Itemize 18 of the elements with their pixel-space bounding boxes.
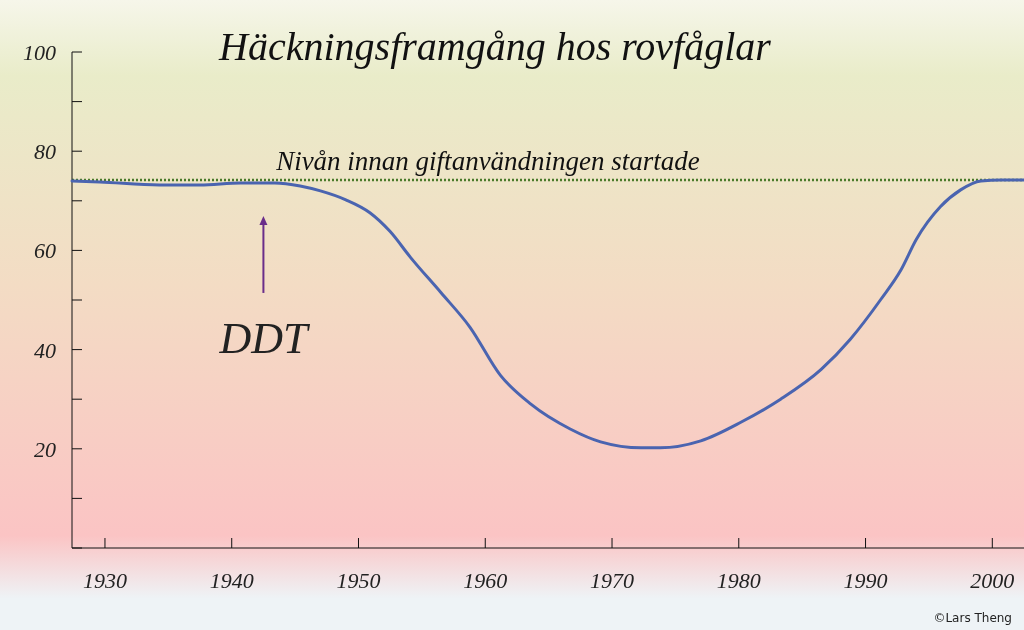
- x-tick-label: 1950: [336, 568, 381, 593]
- y-tick-label: 20: [34, 436, 56, 462]
- x-tick-label: 1990: [843, 568, 888, 593]
- x-tick-label: 1960: [463, 568, 508, 593]
- y-tick-label: 100: [23, 40, 56, 65]
- y-tick-label: 80: [34, 139, 56, 165]
- y-tick-label: 40: [34, 337, 56, 363]
- x-tick-label: 2000: [970, 568, 1015, 593]
- x-tick-label: 1930: [82, 568, 127, 593]
- chart-title: Häckningsframgång hos rovfåglar: [218, 24, 772, 69]
- annotation: DDT: [218, 313, 311, 363]
- y-tick-label: 60: [34, 238, 56, 264]
- x-tick-label: 1940: [209, 568, 254, 593]
- text: ©Lars Theng: [933, 611, 1012, 625]
- ref-line-label: Nivån innan giftanvändningen startade: [275, 145, 700, 176]
- x-tick-label: 1980: [716, 568, 761, 593]
- x-tick-label: 1970: [590, 568, 635, 593]
- line-series: [70, 178, 1024, 450]
